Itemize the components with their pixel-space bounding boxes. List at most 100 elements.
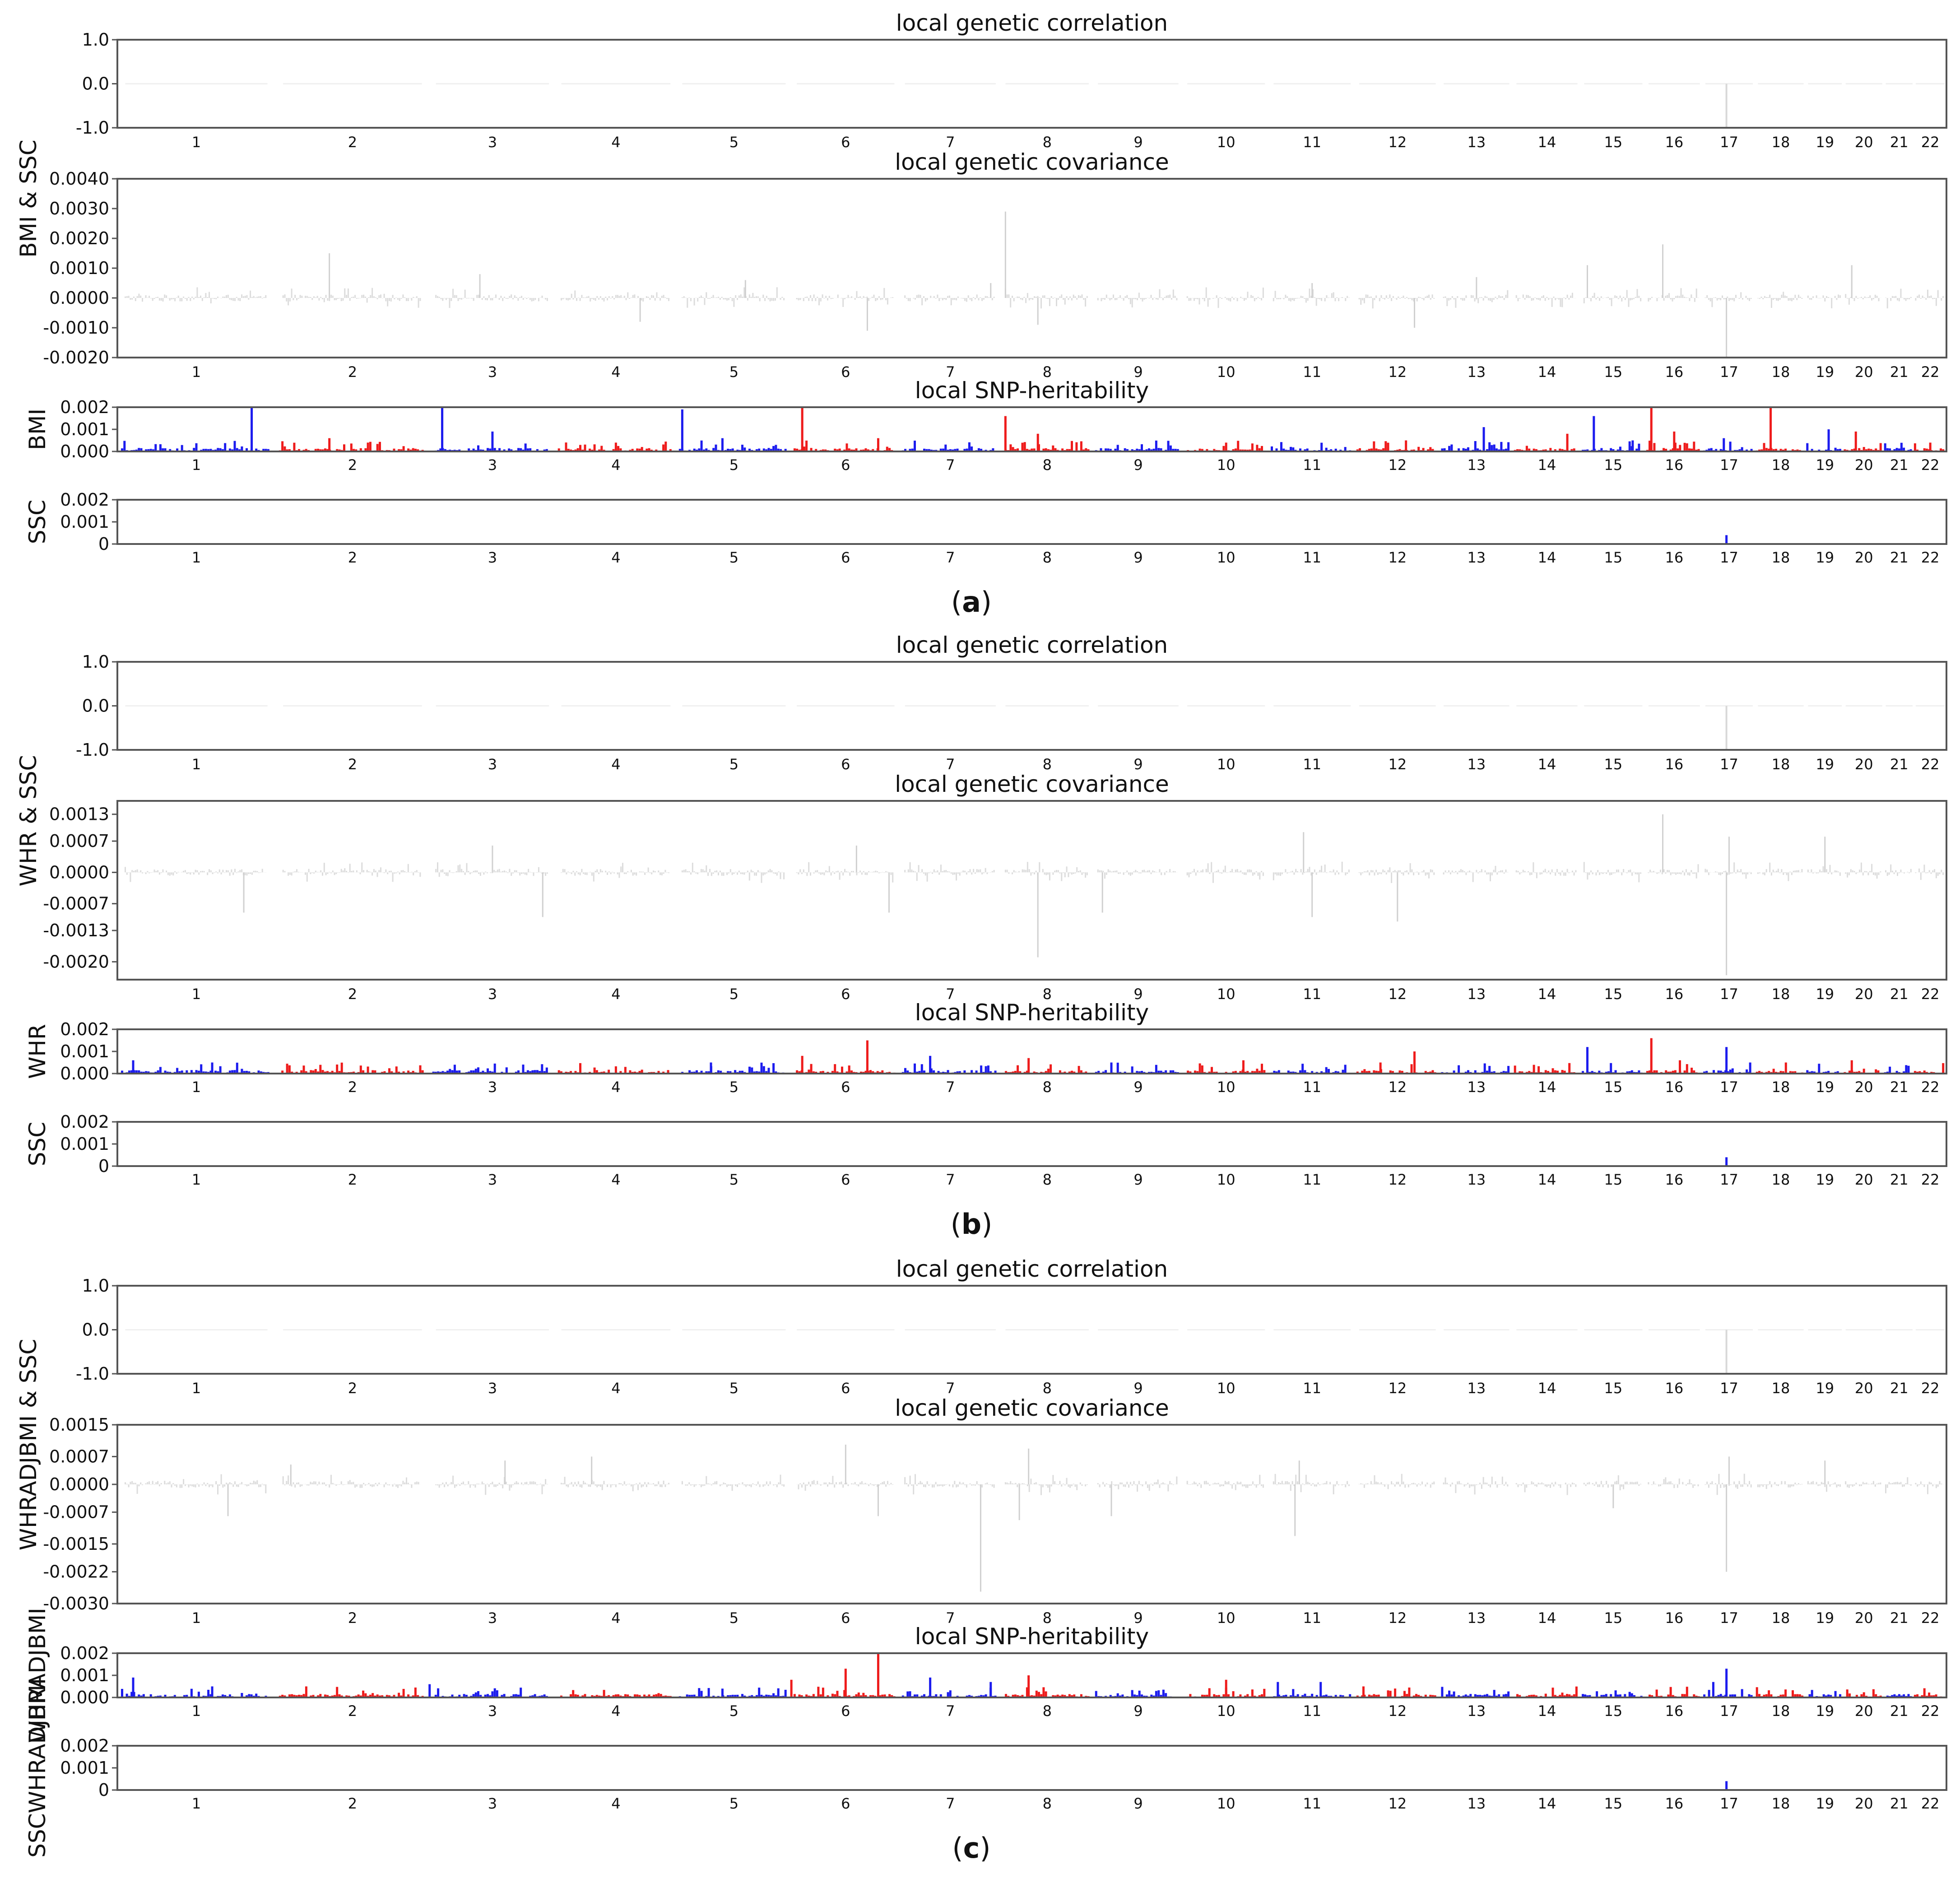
correlation-xtick-label: 2 [348,756,357,773]
correlation-xtick-label: 22 [1921,1380,1940,1397]
covariance-xtick-label: 10 [1217,986,1235,1003]
heritability-ytick-label: 0.002 [60,1736,109,1756]
heritability-xtick-label: 20 [1855,1171,1873,1188]
heritability-xtick-label: 11 [1303,1795,1321,1812]
covariance-xtick-label: 6 [841,986,850,1003]
correlation-xtick-label: 22 [1921,756,1940,773]
correlation-xtick-label: 12 [1388,134,1407,151]
covariance-xtick-label: 19 [1816,1609,1834,1627]
heritability-xtick-label: 5 [729,1171,738,1188]
heritability-xtick-label: 9 [1133,549,1143,566]
covariance-noise [125,862,1943,883]
covariance-xtick-label: 1 [192,986,201,1003]
correlation-xtick-label: 13 [1468,1380,1486,1397]
covariance-xtick-label: 18 [1772,1609,1790,1627]
covariance-ytick-label: -0.0020 [43,348,109,367]
heritability-xtick-label: 8 [1043,549,1052,566]
correlation-xtick-label: 6 [841,1380,850,1397]
panel-label: (a) [951,586,992,618]
heritability-ytick-label: 0.001 [60,512,109,532]
heritability-xtick-label: 7 [946,1171,955,1188]
correlation-xtick-label: 15 [1604,134,1623,151]
heritability-xtick-label: 1 [192,456,201,474]
covariance-xtick-label: 3 [488,1609,497,1627]
correlation-xtick-label: 8 [1043,756,1052,773]
heritability-ytick-label: 0.001 [60,1758,109,1778]
covariance-xtick-label: 5 [729,986,738,1003]
correlation-xtick-label: 8 [1043,134,1052,151]
heritability-xtick-label: 2 [348,456,357,474]
panel-label: (b) [951,1208,993,1241]
heritability-xtick-label: 21 [1890,456,1909,474]
covariance-xtick-label: 22 [1921,986,1940,1003]
heritability-xtick-label: 14 [1538,1702,1556,1720]
correlation-xtick-label: 17 [1720,1380,1738,1397]
covariance-xtick-label: 20 [1855,1609,1873,1627]
heritability-xtick-label: 7 [946,549,955,566]
heritability-xtick-label: 19 [1816,456,1834,474]
covariance-xtick-label: 16 [1665,986,1683,1003]
heritability-ylabel: BMI [24,409,51,450]
correlation-xtick-label: 4 [611,134,620,151]
heritability-ytick-label: 0.001 [60,419,109,439]
heritability-xtick-label: 3 [488,1795,497,1812]
heritability-xtick-label: 22 [1921,1702,1940,1720]
heritability-xtick-label: 2 [348,1171,357,1188]
correlation-ytick-label: 1.0 [82,30,109,50]
correlation-xtick-label: 1 [192,134,201,151]
correlation-xtick-label: 12 [1388,756,1407,773]
heritability-ylabel: SSC [24,500,51,544]
heritability-ytick-label: 0.001 [60,1134,109,1154]
correlation-xtick-label: 2 [348,1380,357,1397]
heritability-xtick-label: 18 [1772,1171,1790,1188]
covariance-frame [117,179,1946,358]
heritability-xtick-label: 4 [611,1079,620,1096]
panel-label-open: ( [952,1832,963,1864]
covariance-xtick-label: 10 [1217,1609,1235,1627]
heritability-xtick-label: 13 [1468,1079,1486,1096]
covariance-ytick-label: 0.0000 [49,862,109,882]
correlation-xtick-label: 13 [1468,134,1486,151]
heritability-xtick-label: 17 [1720,1079,1738,1096]
heritability-xtick-label: 14 [1538,1079,1556,1096]
heritability-xtick-label: 19 [1816,1795,1834,1812]
heritability-ylabel: WHR [24,1024,51,1079]
correlation-xtick-label: 15 [1604,1380,1623,1397]
correlation-xtick-label: 10 [1217,134,1235,151]
heritability-xtick-label: 3 [488,1171,497,1188]
heritability-xtick-label: 22 [1921,456,1940,474]
heritability-xtick-label: 2 [348,1795,357,1812]
heritability-xtick-label: 1 [192,1171,201,1188]
heritability-xtick-label: 18 [1772,1795,1790,1812]
correlation-xtick-label: 20 [1855,1380,1873,1397]
heritability-xtick-label: 19 [1816,1171,1834,1188]
correlation-xtick-label: 1 [192,1380,201,1397]
covariance-ytick-label: 0.0040 [49,169,109,189]
heritability-xtick-label: 8 [1043,1171,1052,1188]
heritability-xtick-label: 7 [946,1795,955,1812]
correlation-xtick-label: 21 [1890,134,1909,151]
correlation-xtick-label: 14 [1538,1380,1556,1397]
heritability-xtick-label: 18 [1772,549,1790,566]
heritability-frame [117,1122,1946,1166]
heritability-xtick-label: 9 [1133,1171,1143,1188]
covariance-xtick-label: 3 [488,986,497,1003]
heritability-xtick-label: 16 [1665,549,1683,566]
covariance-ytick-label: -0.0013 [43,921,109,940]
covariance-noise [125,287,1943,308]
correlation-xtick-label: 5 [729,1380,738,1397]
heritability-xtick-label: 12 [1388,1795,1407,1812]
heritability-xtick-label: 7 [946,456,955,474]
heritability-xtick-label: 3 [488,1702,497,1720]
correlation-xtick-label: 19 [1816,1380,1834,1397]
correlation-xtick-label: 21 [1890,756,1909,773]
heritability-xtick-label: 10 [1217,549,1235,566]
heritability-xtick-label: 18 [1772,1702,1790,1720]
covariance-xtick-label: 2 [348,1609,357,1627]
heritability-ylabel: SSCWHRADJBMI [24,1678,51,1858]
heritability-xtick-label: 21 [1890,1795,1909,1812]
heritability-title: local SNP-heritability [915,1000,1149,1026]
heritability-xtick-label: 13 [1468,1795,1486,1812]
correlation-xtick-label: 18 [1772,134,1790,151]
